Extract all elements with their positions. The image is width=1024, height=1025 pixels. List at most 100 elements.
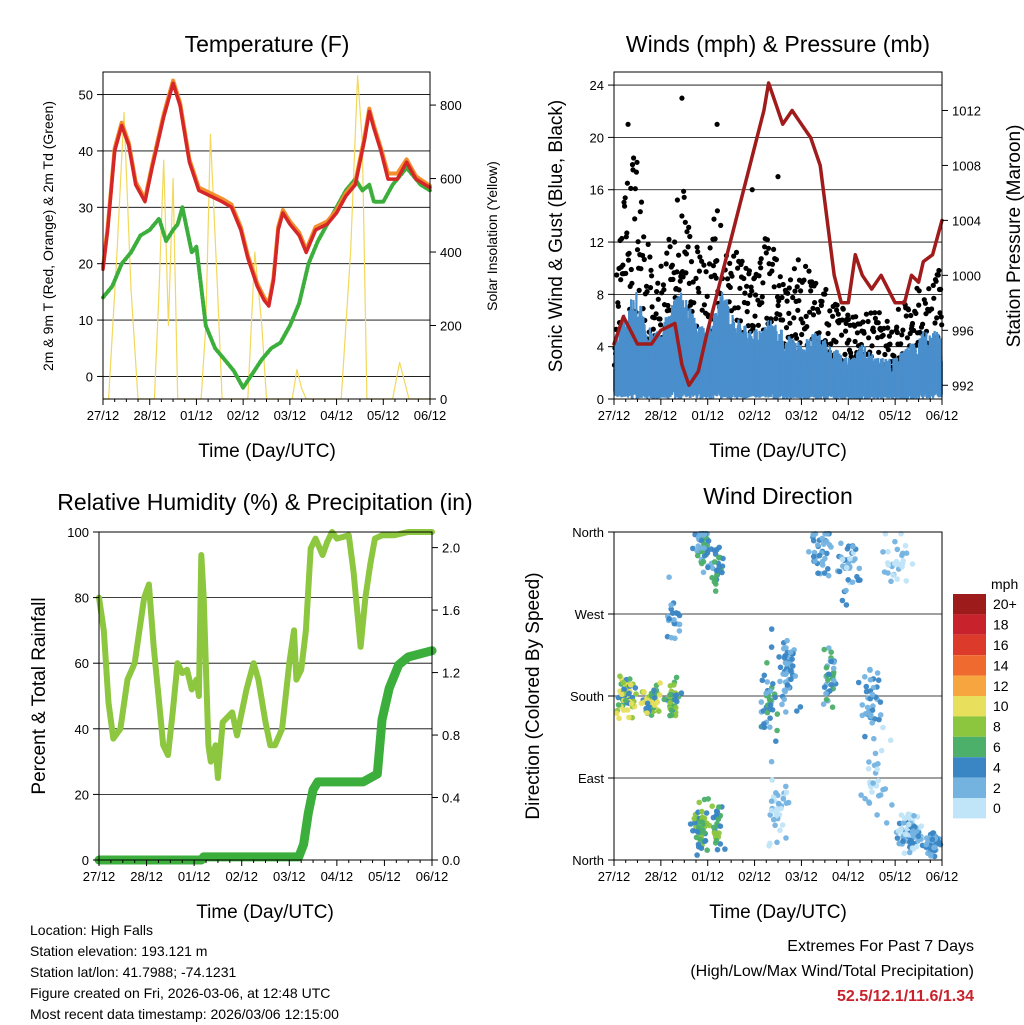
direction-point [856,565,863,572]
colorbar-swatch [953,655,986,676]
gust-point [654,289,660,295]
wind-ylabel: Sonic Wind & Gust (Blue, Black) [546,100,567,372]
gust-point [771,246,777,252]
direction-point [911,813,917,819]
direction-point [820,541,827,547]
direction-point [763,690,769,696]
gust-point [845,316,852,323]
direction-point [867,695,874,702]
gust-point [641,256,647,263]
direction-point [909,845,916,851]
direction-point [862,733,868,740]
direction-point [899,552,905,559]
station-elevation: Station elevation: 193.121 m [30,943,208,959]
colorbar-label: 20+ [993,596,1017,612]
gust-point [638,266,644,272]
gust-point [626,250,632,256]
gust-point [697,254,703,260]
gust-point [696,289,702,295]
temperature-ylabel-right: Solar Insolation (Yellow) [484,161,500,311]
direction-point [781,696,787,703]
gust-point [647,254,653,260]
direction-point [903,550,910,556]
temp-9m-line [101,78,432,306]
gust-point [741,275,747,282]
colorbar-swatch [953,716,986,737]
direction-point [632,685,639,691]
gust-point [714,121,720,127]
direction-point [828,682,835,688]
gust-point [809,279,815,285]
direction-point [668,712,675,719]
precipitation-line [94,646,437,865]
extremes-values: 52.5/12.1/11.6/1.34 [836,988,974,1005]
gust-point [731,253,737,259]
direction-xlabel: Time (Day/UTC) [709,902,847,923]
direction-point [678,690,685,696]
direction-xtick-label: 03/12 [785,869,818,884]
gust-point [798,288,804,294]
direction-point [767,715,773,721]
rh-xtick-label: 06/12 [416,869,449,884]
direction-point [673,705,679,711]
wind-xtick-label: 04/12 [832,408,865,423]
direction-point [867,677,874,683]
direction-point [890,572,896,578]
gust-point [852,338,858,345]
direction-point [783,835,789,841]
gust-point [649,304,655,310]
rh-ytick-right-label: 0.8 [442,728,460,743]
direction-point [777,678,783,685]
gust-point [794,284,800,290]
direction-point [700,558,707,565]
gust-point [861,330,867,336]
direction-point [668,707,675,713]
rh-xtick-label: 01/12 [178,869,211,884]
direction-point [929,836,936,843]
gust-point [746,268,753,274]
gust-point [903,313,909,319]
direction-point [901,850,908,856]
gust-point [776,298,782,304]
rh-xtick-label: 05/12 [368,869,401,884]
wind-ylabel-right: Station Pressure (Maroon) [1004,125,1024,348]
direction-point [705,796,711,802]
gust-point [686,224,692,230]
direction-point [888,578,894,585]
gust-point [657,316,663,322]
gust-point [679,95,685,101]
gust-point [623,270,629,276]
direction-point [869,691,876,698]
direction-point [843,602,850,608]
colorbar-label: 6 [993,739,1001,755]
colorbar-swatch [953,777,986,798]
direction-point [703,810,710,816]
direction-point [671,682,677,688]
temp-ytick-right-label: 200 [440,319,462,334]
direction-point [877,699,884,705]
gust-point [792,288,798,294]
direction-point [690,545,696,552]
direction-point [838,540,844,547]
direction-point [931,844,938,851]
wind-ytick-right-label: 996 [952,323,974,338]
temperature-series [101,75,432,400]
direction-point [696,799,702,806]
gust-point [757,260,763,266]
direction-point [772,822,778,829]
gust-point [759,294,765,300]
direction-point [673,692,679,698]
direction-point [847,555,853,562]
direction-point [700,827,706,833]
gust-point [624,180,631,186]
direction-point [785,799,792,806]
gust-point [628,185,634,191]
gust-point [872,310,878,316]
wind-ytick-label: 4 [597,340,604,355]
direction-point [876,716,882,723]
rh-gridlines [99,531,432,861]
gust-point [758,256,764,262]
temp-ytick-label: 10 [79,313,93,328]
direction-point [794,708,800,714]
rh-xtick-label: 02/12 [225,869,258,884]
